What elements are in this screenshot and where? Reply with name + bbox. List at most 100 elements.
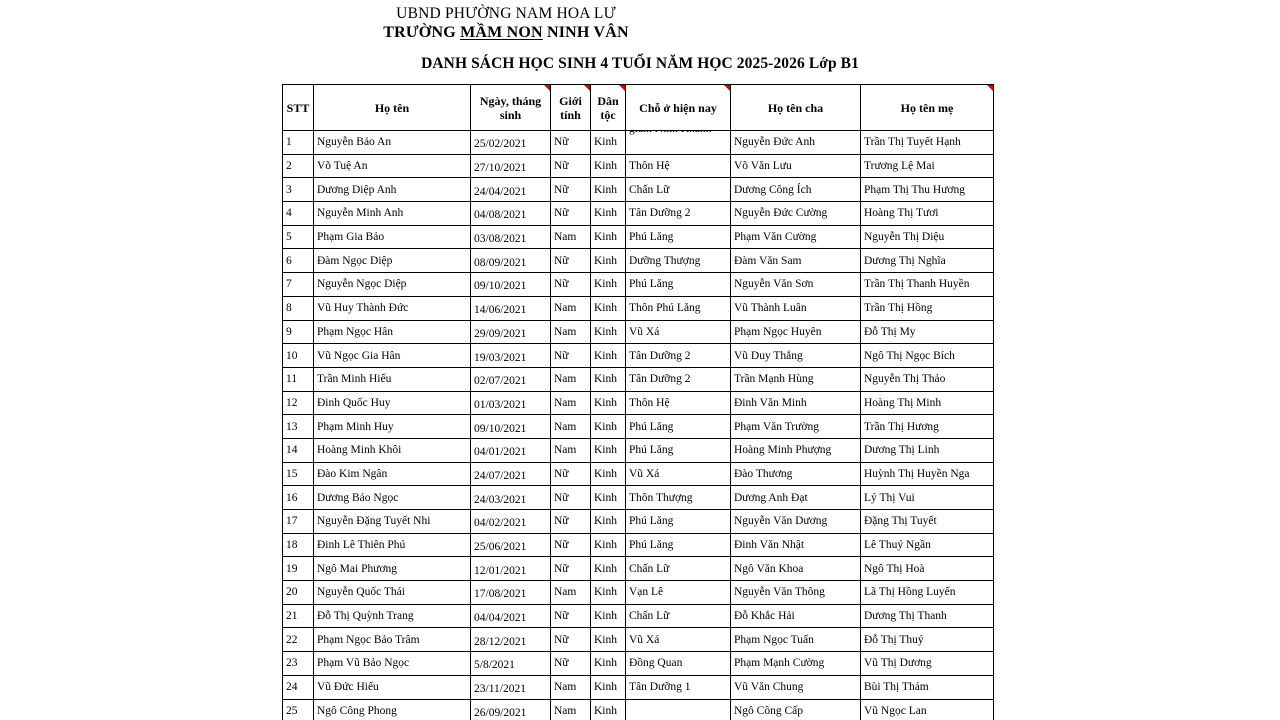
cell-dob[interactable]: 25/02/2021 [470, 130, 551, 155]
cell-ethnicity[interactable]: Kinh [590, 437, 626, 463]
cell-mother-name[interactable]: Huỳnh Thị Huyền Nga [860, 461, 994, 487]
cell-mother-name[interactable]: Nguyễn Thị Thảo [860, 366, 994, 392]
cell-father-name[interactable]: Vũ Thành Luân [730, 295, 861, 321]
cell-dob[interactable]: 09/10/2021 [470, 414, 551, 439]
cell-gender[interactable]: Nữ [550, 651, 591, 676]
cell-dob[interactable]: 08/09/2021 [470, 248, 551, 274]
cell-student-name[interactable]: Ngô Mai Phương [313, 556, 471, 582]
cell-ethnicity[interactable]: Kinh [590, 485, 626, 510]
cell-gender[interactable]: Nữ [550, 248, 591, 274]
cell-father-name[interactable]: Vũ Duy Thắng [730, 343, 861, 368]
cell-dob[interactable]: 04/01/2021 [470, 437, 551, 463]
cell-ethnicity[interactable]: Kinh [590, 153, 626, 179]
cell-gender[interactable]: Nữ [550, 343, 591, 368]
cell-mother-name[interactable]: Đỗ Thị My [860, 319, 994, 345]
cell-student-name[interactable]: Trần Minh Hiếu [313, 366, 471, 392]
cell-address[interactable]: Chấn Lữ [625, 603, 731, 629]
cell-mother-name[interactable]: Bùi Thị Thám [860, 674, 994, 700]
cell-student-name[interactable]: Nguyễn Quốc Thái [313, 580, 471, 605]
cell-stt[interactable]: 23 [282, 651, 314, 676]
cell-mother-name[interactable]: Dương Thị Linh [860, 437, 994, 463]
cell-gender[interactable]: Nữ [550, 485, 591, 510]
cell-stt[interactable]: 20 [282, 580, 314, 605]
cell-ethnicity[interactable]: Kinh [590, 295, 626, 321]
cell-student-name[interactable]: Đào Kim Ngân [313, 461, 471, 487]
cell-mother-name[interactable]: Dương Thị Nghĩa [860, 248, 994, 274]
cell-gender[interactable]: Nam [550, 390, 591, 416]
cell-gender[interactable]: Nữ [550, 532, 591, 558]
cell-student-name[interactable]: Đàm Ngọc Diệp [313, 248, 471, 274]
cell-stt[interactable]: 21 [282, 603, 314, 629]
cell-dob[interactable]: 04/04/2021 [470, 603, 551, 629]
cell-mother-name[interactable]: Ngô Thị Hoà [860, 556, 994, 582]
cell-mother-name[interactable]: Lý Thị Vui [860, 485, 994, 510]
cell-dob[interactable]: 25/06/2021 [470, 532, 551, 558]
cell-gender[interactable]: Nam [550, 414, 591, 439]
cell-stt[interactable]: 7 [282, 272, 314, 297]
cell-student-name[interactable]: Phạm Ngọc Hân [313, 319, 471, 345]
cell-dob[interactable]: 12/01/2021 [470, 556, 551, 582]
cell-dob[interactable]: 01/03/2021 [470, 390, 551, 416]
cell-stt[interactable]: 5 [282, 224, 314, 250]
cell-father-name[interactable]: Nguyễn Văn Thông [730, 580, 861, 605]
cell-father-name[interactable]: Phạm Mạnh Cường [730, 651, 861, 676]
cell-student-name[interactable]: Nguyễn Bảo An [313, 130, 471, 155]
cell-gender[interactable]: Nữ [550, 509, 591, 534]
cell-father-name[interactable]: Võ Văn Lưu [730, 153, 861, 179]
cell-mother-name[interactable]: Nguyễn Thị Diệu [860, 224, 994, 250]
cell-stt[interactable]: 22 [282, 627, 314, 653]
cell-student-name[interactable]: Võ Tuệ An [313, 153, 471, 179]
cell-stt[interactable]: 16 [282, 485, 314, 510]
cell-gender[interactable]: Nam [550, 224, 591, 250]
cell-address[interactable]: Vạn Lê [625, 580, 731, 605]
cell-mother-name[interactable]: Trương Lệ Mai [860, 153, 994, 179]
cell-father-name[interactable]: Đinh Văn Minh [730, 390, 861, 416]
cell-mother-name[interactable]: Hoàng Thị Minh [860, 390, 994, 416]
cell-address[interactable]: Dưỡng Thượng [625, 248, 731, 274]
cell-father-name[interactable]: Dương Công Ích [730, 177, 861, 203]
cell-dob[interactable]: 17/08/2021 [470, 580, 551, 605]
cell-stt[interactable]: 17 [282, 509, 314, 534]
cell-gender[interactable]: Nữ [550, 272, 591, 297]
cell-stt[interactable]: 11 [282, 366, 314, 392]
cell-address[interactable]: Phú Lăng [625, 509, 731, 534]
cell-father-name[interactable]: Đàm Văn Sam [730, 248, 861, 274]
cell-ethnicity[interactable]: Kinh [590, 580, 626, 605]
cell-stt[interactable]: 25 [282, 698, 314, 720]
cell-address[interactable]: Tân Dưỡng 1 [625, 674, 731, 700]
cell-dob[interactable]: 26/09/2021 [470, 698, 551, 720]
cell-father-name[interactable]: Nguyễn Văn Sơn [730, 272, 861, 297]
cell-dob[interactable]: 29/09/2021 [470, 319, 551, 345]
cell-father-name[interactable]: Nguyễn Đức Anh [730, 130, 861, 155]
cell-ethnicity[interactable]: Kinh [590, 319, 626, 345]
cell-student-name[interactable]: Dương Bảo Ngọc [313, 485, 471, 510]
cell-stt[interactable]: 19 [282, 556, 314, 582]
cell-dob[interactable]: 24/03/2021 [470, 485, 551, 510]
cell-gender[interactable]: Nữ [550, 627, 591, 653]
cell-stt[interactable]: 8 [282, 295, 314, 321]
cell-dob[interactable]: 23/11/2021 [470, 674, 551, 700]
cell-address[interactable] [625, 698, 731, 720]
cell-address[interactable]: Thôn Thượng [625, 485, 731, 510]
cell-address[interactable]: Thôn Phú Lăng [625, 295, 731, 321]
cell-dob[interactable]: 14/06/2021 [470, 295, 551, 321]
cell-address[interactable]: Thôn Hệ [625, 390, 731, 416]
cell-stt[interactable]: 6 [282, 248, 314, 274]
cell-ethnicity[interactable]: Kinh [590, 343, 626, 368]
cell-student-name[interactable]: Nguyễn Đặng Tuyết Nhi [313, 509, 471, 534]
cell-student-name[interactable]: Đỗ Thị Quỳnh Trang [313, 603, 471, 629]
cell-student-name[interactable]: Nguyễn Ngọc Diệp [313, 272, 471, 297]
cell-father-name[interactable]: Phạm Ngọc Huyên [730, 319, 861, 345]
cell-ethnicity[interactable]: Kinh [590, 366, 626, 392]
cell-ethnicity[interactable]: Kinh [590, 674, 626, 700]
cell-dob[interactable]: 19/03/2021 [470, 343, 551, 368]
cell-father-name[interactable]: Dương Anh Đạt [730, 485, 861, 510]
cell-stt[interactable]: 15 [282, 461, 314, 487]
cell-gender[interactable]: Nam [550, 437, 591, 463]
cell-father-name[interactable]: Đào Thương [730, 461, 861, 487]
cell-gender[interactable]: Nữ [550, 130, 591, 155]
cell-address[interactable]: Vũ Xá [625, 627, 731, 653]
cell-gender[interactable]: Nam [550, 295, 591, 321]
cell-dob[interactable]: 27/10/2021 [470, 153, 551, 179]
cell-father-name[interactable]: Nguyễn Văn Dương [730, 509, 861, 534]
